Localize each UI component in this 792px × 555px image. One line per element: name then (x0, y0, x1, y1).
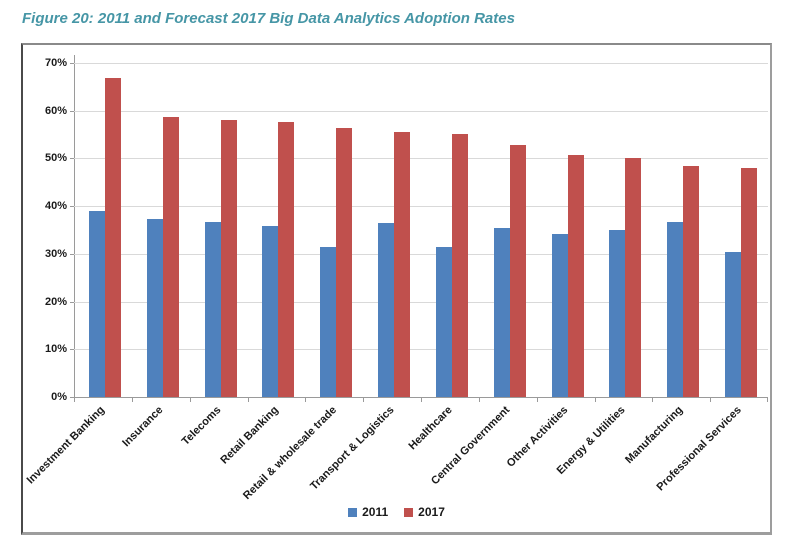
y-axis-tick-30 (70, 253, 74, 255)
gridline-20 (74, 301, 768, 303)
x-axis-tick-6 (421, 398, 422, 402)
legend-item-2011: 2011 (348, 505, 388, 519)
chart-frame: 0% 10% 20% 30% 40% 50% 60% 70% Investment Bankin… (21, 43, 772, 535)
y-axis-label-0: 0% (51, 391, 67, 403)
bar-2011-central-government (493, 227, 510, 397)
y-axis-label-40: 40% (44, 200, 67, 213)
x-axis-tick-0 (74, 398, 75, 402)
legend-swatch-2011 (348, 507, 358, 517)
x-axis-label-other-activities: Other Activities (504, 404, 571, 470)
bar-2011-transport-and-logistics (378, 223, 395, 397)
x-axis-label-manufacturing: Manufacturing (623, 404, 686, 467)
bar-2017-other-activities (567, 155, 584, 397)
y-axis-label-50: 50% (44, 152, 67, 165)
y-axis-label-30: 30% (44, 247, 67, 260)
y-axis-tick-50 (70, 158, 74, 160)
bar-2017-retail-and-wholesale-trade (336, 127, 353, 397)
legend-item-2017: 2017 (404, 505, 445, 519)
y-axis-line (74, 55, 75, 397)
legend-label-2011: 2011 (362, 505, 389, 519)
bar-2017-professional-services (741, 167, 758, 397)
x-axis-tick-8 (536, 398, 538, 402)
y-axis-label-10: 10% (44, 343, 67, 356)
bar-2011-retail-and-wholesale-trade (320, 246, 337, 397)
x-axis-label-healthcare: Healthcare (406, 404, 455, 453)
bar-2011-telecoms (204, 221, 221, 397)
x-axis-tick-5 (363, 398, 365, 402)
x-axis-tick-4 (305, 398, 307, 402)
x-axis-label-retail-and-wholesale-trade: Retail & wholesale trade (240, 404, 339, 502)
x-axis-tick-7 (478, 398, 480, 402)
x-axis-label-retail-banking: Retail Banking (218, 404, 281, 467)
bar-2011-retail-banking (262, 225, 279, 397)
x-axis-tick-12 (767, 398, 768, 402)
bar-2017-retail-banking (278, 121, 295, 397)
gridline-50 (74, 158, 768, 160)
y-axis-tick-10 (70, 349, 74, 351)
bar-2017-investment-banking (104, 78, 121, 397)
y-axis-tick-0 (70, 397, 74, 398)
bar-2011-investment-banking (88, 210, 105, 397)
x-axis-tick-3 (247, 398, 249, 402)
bar-2011-insurance (146, 219, 163, 397)
y-axis-tick-60 (70, 110, 74, 112)
x-axis-label-telecoms: Telecoms (179, 404, 224, 448)
bar-2017-energy-and-utilities (625, 157, 642, 397)
x-axis-tick-1 (131, 398, 133, 402)
plot-area: 0% 10% 20% 30% 40% 50% 60% 70% Investment Bankin… (25, 55, 768, 502)
y-axis-tick-40 (70, 206, 74, 208)
bar-2017-transport-and-logistics (394, 131, 411, 397)
x-axis-tick-2 (189, 398, 191, 402)
gridline-30 (74, 253, 768, 255)
x-axis-tick-10 (652, 398, 654, 402)
bar-2011-energy-and-utilities (609, 229, 626, 397)
y-axis-label-60: 60% (44, 104, 67, 117)
bar-2011-other-activities (551, 234, 568, 397)
y-axis-tick-70 (70, 63, 74, 64)
legend-swatch-2017 (404, 507, 414, 517)
bar-2017-central-government (509, 145, 526, 397)
bar-2011-healthcare (435, 246, 452, 397)
gridline-10 (74, 349, 768, 351)
bar-2011-professional-services (725, 251, 742, 397)
x-axis-tick-11 (710, 398, 712, 402)
legend-label-2017: 2017 (418, 505, 445, 519)
bar-2011-manufacturing (667, 221, 684, 397)
y-axis-tick-20 (70, 301, 74, 303)
x-axis-label-investment-banking: Investment Banking (25, 404, 108, 487)
x-axis-line (74, 397, 768, 398)
gridline-60 (74, 110, 768, 112)
gridline-70 (74, 63, 768, 64)
figure-title: Figure 20: 2011 and Forecast 2017 Big Da… (22, 10, 515, 27)
bar-2017-insurance (162, 117, 179, 397)
y-axis-label-20: 20% (44, 295, 67, 308)
x-axis-tick-9 (594, 398, 596, 402)
y-axis-label-70: 70% (44, 57, 67, 69)
x-axis-label-insurance: Insurance (120, 404, 166, 450)
gridline-40 (74, 206, 768, 208)
bar-2017-telecoms (220, 120, 237, 397)
bar-2017-healthcare (451, 134, 468, 397)
chart-legend: 2011 2017 (23, 505, 770, 519)
bar-2017-manufacturing (683, 166, 700, 397)
